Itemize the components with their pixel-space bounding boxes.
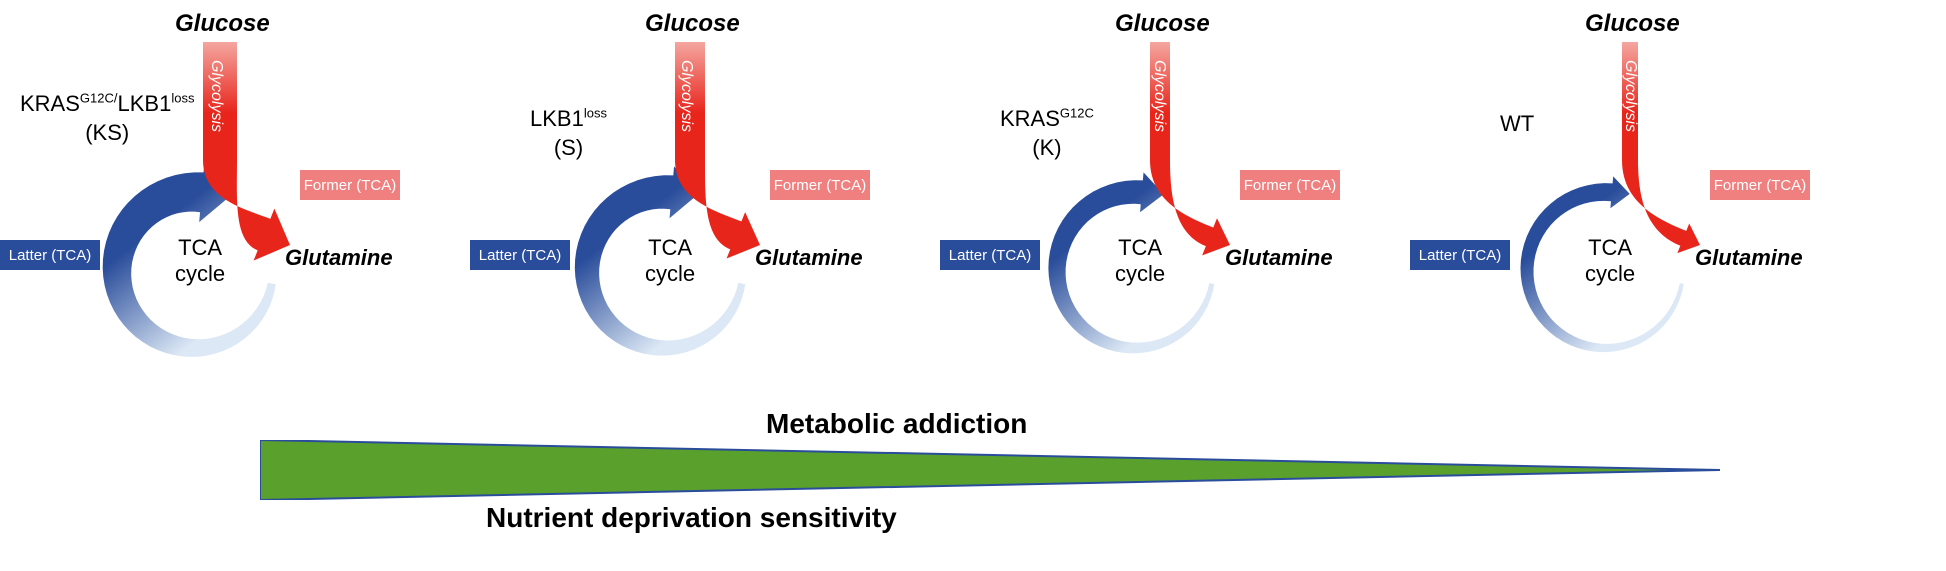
former-tca-box: Former (TCA) [1710, 170, 1810, 200]
panel-K: Glucose KRASG12C(K) Glycolysis TCAcycle … [940, 0, 1420, 380]
panel-WT: Glucose WT Glycolysis TCAcycle Glutamine… [1410, 0, 1890, 380]
genotype-label: LKB1loss(S) [530, 105, 607, 162]
nutrient-sensitivity-label: Nutrient deprivation sensitivity [480, 502, 903, 534]
former-tca-box: Former (TCA) [300, 170, 400, 200]
glucose-label: Glucose [175, 10, 270, 38]
tca-cycle-label: TCAcycle [1115, 235, 1165, 288]
latter-tca-box: Latter (TCA) [470, 240, 570, 270]
glucose-label: Glucose [645, 10, 740, 38]
latter-tca-box: Latter (TCA) [0, 240, 100, 270]
genotype-label: KRASG12C/LKB1loss(KS) [20, 90, 194, 147]
panel-arrows [0, 0, 480, 380]
glutamine-label: Glutamine [1225, 245, 1333, 271]
glucose-label: Glucose [1585, 10, 1680, 38]
tca-cycle-label: TCAcycle [175, 235, 225, 288]
sensitivity-wedge [260, 440, 1720, 500]
former-tca-box: Former (TCA) [770, 170, 870, 200]
glutamine-label: Glutamine [285, 245, 393, 271]
panel-KS: Glucose KRASG12C/LKB1loss(KS) Glycolysis… [0, 0, 480, 380]
tca-cycle-label: TCAcycle [645, 235, 695, 288]
latter-tca-box: Latter (TCA) [940, 240, 1040, 270]
panel-S: Glucose LKB1loss(S) Glycolysis TCAcycle … [470, 0, 950, 380]
panel-arrows [470, 0, 950, 380]
panel-arrows [940, 0, 1420, 380]
metabolic-addiction-label: Metabolic addiction [760, 408, 1033, 440]
glutamine-label: Glutamine [1695, 245, 1803, 271]
glucose-label: Glucose [1115, 10, 1210, 38]
diagram-canvas: Glucose KRASG12C/LKB1loss(KS) Glycolysis… [0, 0, 1946, 571]
genotype-label: KRASG12C(K) [1000, 105, 1094, 162]
genotype-label: WT [1500, 110, 1534, 139]
glutamine-label: Glutamine [755, 245, 863, 271]
panel-arrows [1410, 0, 1890, 380]
tca-cycle-label: TCAcycle [1585, 235, 1635, 288]
former-tca-box: Former (TCA) [1240, 170, 1340, 200]
latter-tca-box: Latter (TCA) [1410, 240, 1510, 270]
